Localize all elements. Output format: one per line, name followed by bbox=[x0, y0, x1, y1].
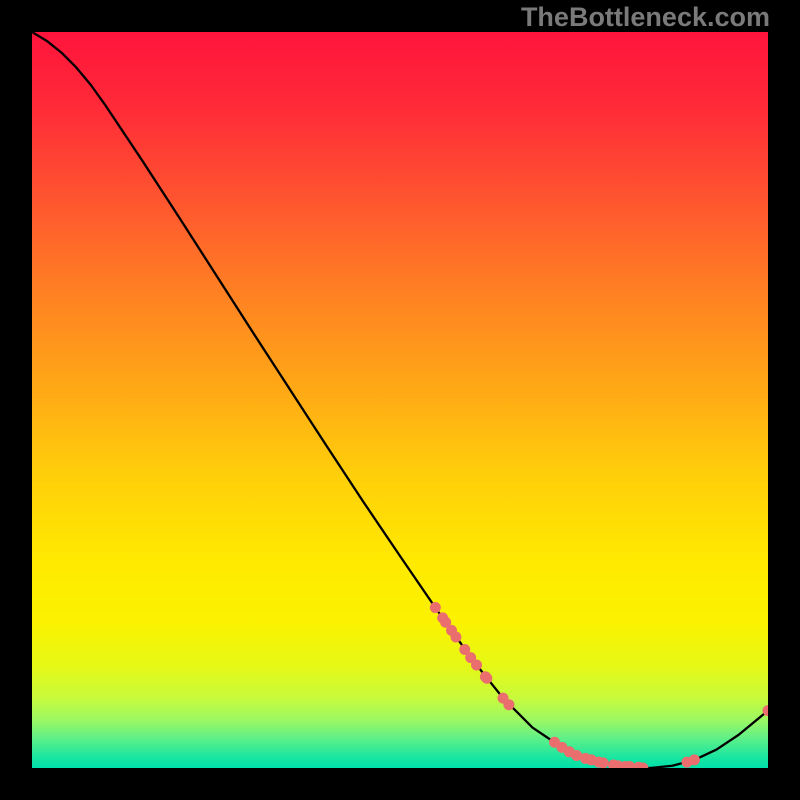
data-marker bbox=[689, 754, 700, 765]
data-marker bbox=[450, 631, 461, 642]
data-marker bbox=[503, 699, 514, 710]
plot-area bbox=[32, 32, 768, 768]
data-marker bbox=[481, 673, 492, 684]
gradient-background bbox=[32, 32, 768, 768]
watermark-text: TheBottleneck.com bbox=[521, 2, 770, 33]
data-marker bbox=[598, 757, 609, 768]
data-marker bbox=[430, 602, 441, 613]
data-marker bbox=[471, 659, 482, 670]
chart-svg bbox=[32, 32, 768, 768]
chart-frame: TheBottleneck.com bbox=[0, 0, 800, 800]
